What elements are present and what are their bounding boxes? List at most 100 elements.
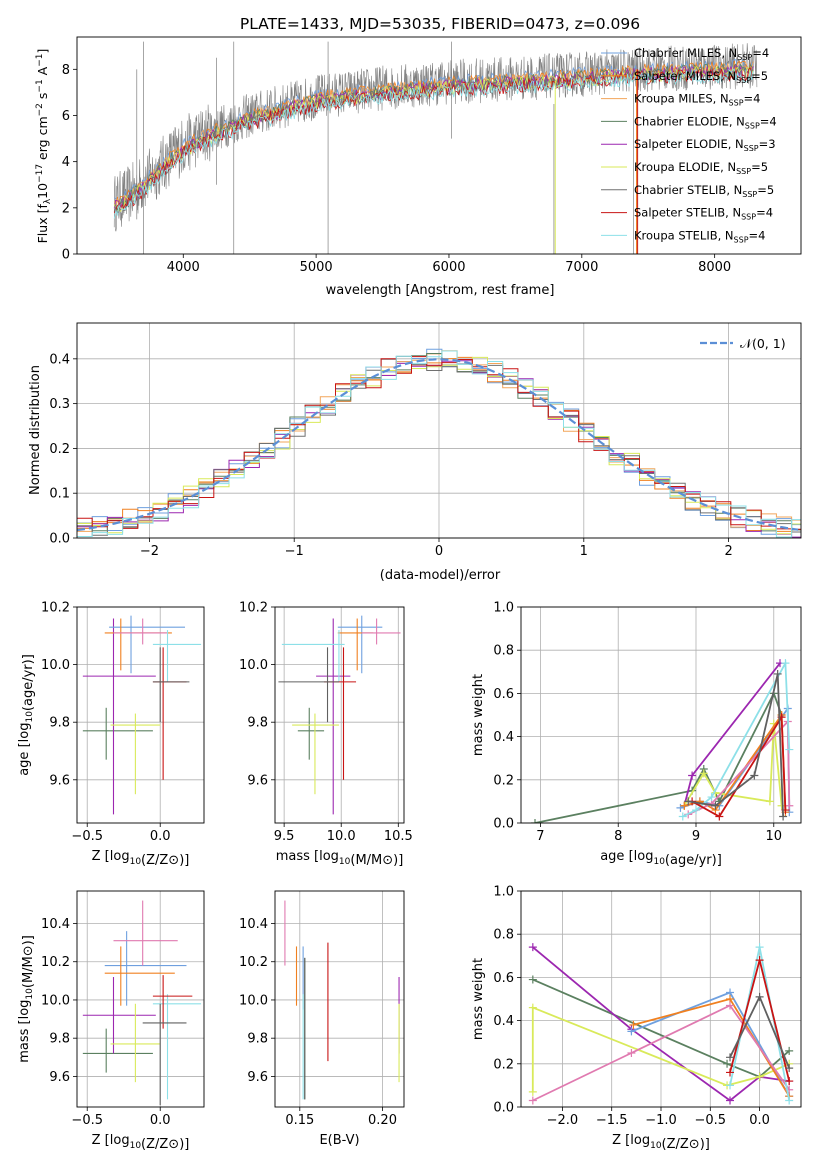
weight_vs_Z-marker: [755, 956, 764, 965]
weight_vs_age-marker: [707, 793, 716, 802]
age_vs_Z-frame-rect: [76, 606, 205, 824]
residuals-x-tick-label: −2: [140, 544, 159, 559]
spectrum-x-tick-label: 5000: [300, 260, 333, 275]
age_vs_mass-xlabel-part: mass [: [276, 849, 319, 864]
weight_vs_age-xlabel-log: log: [634, 849, 654, 864]
weight_vs_age-y-tick-label: 0.4: [493, 730, 514, 745]
mass_vs_Z-y-tick-label: 10.4: [41, 917, 70, 932]
weight_vs_Z-marker: [726, 1096, 735, 1105]
legend-entry-sub: SSP: [737, 53, 752, 62]
age_vs_mass-x-tick-label: 10.0: [327, 829, 356, 844]
weight_vs_age-marker: [779, 812, 788, 821]
residuals-axes: −2 −1 0 1 2 0.0 0.1 0.2 0.3 0.4 𝒩(0, 1) (data-model…: [28, 322, 802, 583]
legend-entry-label: Chabrier MILES, N: [634, 46, 737, 60]
residual-xlabel: (data-model)/error: [380, 568, 501, 583]
age_vs_Z-y-tick-label: 10.2: [41, 601, 70, 616]
mass_vs_Z-xlabel-part: (Z/Z⊙)]: [141, 1137, 189, 1152]
age_vs_mass-xlabel-log: log: [319, 849, 339, 864]
residuals-y-tick-label: 0.1: [49, 487, 70, 502]
age_vs_mass-x-tick-label: 9.5: [274, 829, 295, 844]
weight_vs_Z-marker: [528, 1096, 537, 1105]
legend-entry-label: Kroupa STELIB, N: [634, 228, 734, 242]
weight_vs_Z-xlabel: Z [log10(Z/Z⊙)]: [612, 1133, 710, 1152]
age_vs_Z-ylabel-sub: 10: [25, 711, 35, 723]
legend-entry-label: Kroupa ELODIE, N: [634, 160, 736, 174]
weight_vs_Z-marker: [528, 1003, 537, 1012]
weight_vs_Z-marker: [726, 1001, 735, 1010]
weight_vs_age-marker: [678, 812, 687, 821]
spectrum-ylabel-part: Flux [f: [35, 204, 50, 244]
legend-entry-label: Salpeter ELODIE, N: [634, 137, 744, 151]
weight_vs_Z-y-tick-label: 0.2: [493, 1057, 514, 1072]
mass_vs_ebv-frame-rect: [274, 890, 405, 1108]
weight_vs_Z-marker: [627, 1049, 636, 1057]
legend-entry-4: Salpeter ELODIE, NSSP=3: [634, 137, 776, 153]
weight_vs_Z-marker: [629, 1020, 638, 1029]
mass_vs_ebv-axes: 0.15 0.20 9.6 9.8 10.0 10.2 10.4 E(B-V): [239, 890, 405, 1148]
legend-entry-sub: SSP: [741, 213, 756, 222]
spectrum-frame: 4000 5000 6000 7000 8000 0 2 4 6 8 Chabrier MILES,…: [35, 36, 802, 298]
weight_vs_age-series-7: [691, 714, 787, 818]
residuals-y-tick-label: 0.2: [49, 442, 70, 457]
legend-entry-3: Chabrier ELODIE, NSSP=4: [634, 114, 777, 130]
legend-entry-sub: SSP: [742, 190, 757, 199]
weight_vs_age-xlabel-part: age [: [600, 849, 633, 864]
weight_vs_Z-marker: [726, 1053, 735, 1062]
legend-entry-2: Kroupa MILES, NSSP=4: [634, 92, 760, 108]
weight_vs_Z-marker: [785, 1064, 794, 1073]
model-spectrum-8: [113, 68, 754, 219]
weight_vs_Z-xlabel-sub: 10: [650, 1141, 662, 1151]
weight_vs_Z-marker: [755, 992, 764, 1001]
age_vs_Z-ylabel-log: log: [17, 723, 32, 743]
age_vs_Z-xlabel-sub: 10: [130, 857, 142, 867]
legend-entry-7: Salpeter STELIB, NSSP=4: [634, 206, 773, 222]
weight_vs_age-y-tick-label: 0.6: [493, 687, 514, 702]
spectrum-ylabel: Flux [fλ10−17 erg cm−2 s−1 A−1]: [35, 49, 53, 244]
figure-title: PLATE=1433, MJD=53035, FIBERID=0473, z=0…: [240, 15, 640, 33]
age_vs_Z-xlabel-part: Z [: [92, 849, 110, 864]
mass_vs_Z-ylabel-part: (M/M⊙)]: [21, 935, 36, 988]
spectrum-axes: 4000 5000 6000 7000 8000 0 2 4 6 8 Chabrier MILES,…: [35, 36, 802, 298]
weight_vs_Z-x-tick-label: −1.0: [645, 1113, 677, 1128]
spectrum-x-tick-label: 7000: [565, 260, 598, 275]
mass_vs_Z-frame: −0.5 0.09.69.810.010.210.4Z [log10(Z/Z⊙)]…: [17, 890, 205, 1152]
mass_vs_ebv-y-tick-label: 9.6: [247, 1070, 268, 1085]
mass_vs_Z-ylabel-sub: 10: [25, 988, 35, 1000]
weight_vs_age-marker: [684, 797, 693, 806]
legend-entry-1: Salpeter MILES, NSSP=5: [634, 69, 768, 85]
mass_vs_Z-ylabel: mass [log10(M/M⊙)]: [17, 935, 36, 1063]
mass_vs_Z-y-tick-label: 9.8: [49, 1032, 70, 1047]
weight_vs_Z-marker: [755, 1072, 764, 1081]
legend-entry-sub: SSP: [744, 144, 759, 153]
weight_vs_age-x-tick-label: 10: [766, 829, 783, 844]
mass_vs_ebv-plot-area: [284, 900, 400, 1100]
legend-entry-suffix: =4: [756, 206, 773, 220]
mass_vs_Z-xlabel: Z [log10(Z/Z⊙)]: [92, 1133, 190, 1152]
weight_vs_Z-y-tick-label: 1.0: [493, 885, 514, 900]
weight_vs_age-plot-area: [531, 659, 794, 823]
weight_vs_age-x-tick-label: 8: [614, 829, 622, 844]
weight_vs_age-xlabel: age [log10(age/yr)]: [600, 849, 722, 868]
legend-entry-sub: SSP: [736, 167, 751, 176]
weight_vs_Z-y-tick-label: 0.6: [493, 971, 514, 986]
mass_vs_ebv-y-tick-label: 10.2: [239, 955, 268, 970]
spectrum-x-tick-label: 8000: [698, 260, 731, 275]
legend-entry-label: Salpeter MILES, N: [634, 69, 736, 83]
spectrum-y-tick-label: 8: [62, 63, 70, 78]
mass_vs_Z-y-tick-label: 9.6: [49, 1070, 70, 1085]
weight_vs_Z-marker: [627, 1027, 636, 1036]
age_vs_mass-y-tick-label: 10.2: [239, 601, 268, 616]
weight_vs_Z-series-0: [532, 978, 790, 1078]
weight_vs_age-series-5: [687, 719, 791, 816]
spectrum-y-tick-label: 0: [62, 248, 70, 263]
weight_vs_Z-frame: −2.0 −1.5 −1.0 −0.5 0.0 0.0 0.2 0.4 0.6 0.8 1.0 Z […: [471, 885, 802, 1152]
age_vs_Z-xlabel-log: log: [110, 849, 130, 864]
weight_vs_age-y-tick-label: 0.2: [493, 773, 514, 788]
spectrum-plot-area: [113, 41, 758, 254]
gaussian-curve: [77, 358, 799, 532]
